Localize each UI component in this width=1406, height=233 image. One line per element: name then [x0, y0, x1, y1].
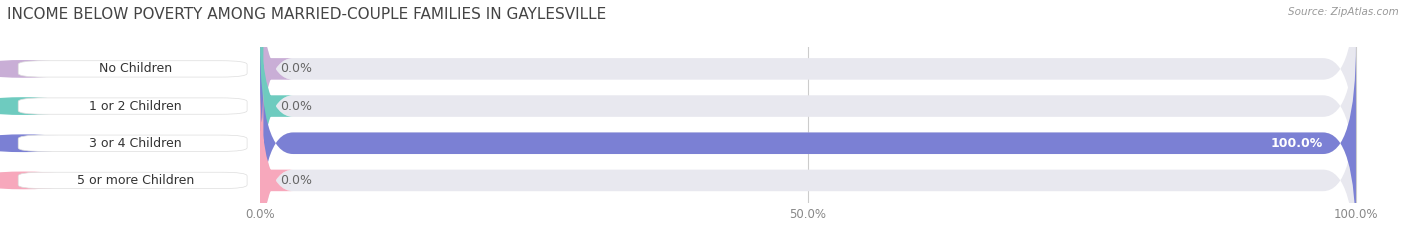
Text: 100.0%: 100.0%: [1271, 137, 1323, 150]
FancyBboxPatch shape: [260, 0, 1355, 170]
FancyBboxPatch shape: [18, 98, 247, 114]
Text: 0.0%: 0.0%: [280, 174, 312, 187]
Text: INCOME BELOW POVERTY AMONG MARRIED-COUPLE FAMILIES IN GAYLESVILLE: INCOME BELOW POVERTY AMONG MARRIED-COUPL…: [7, 7, 606, 22]
FancyBboxPatch shape: [260, 42, 1355, 233]
FancyBboxPatch shape: [18, 172, 247, 188]
FancyBboxPatch shape: [231, 5, 292, 207]
Text: 1 or 2 Children: 1 or 2 Children: [89, 99, 181, 113]
FancyBboxPatch shape: [260, 42, 1355, 233]
Circle shape: [0, 172, 80, 188]
Text: 3 or 4 Children: 3 or 4 Children: [89, 137, 181, 150]
Text: Source: ZipAtlas.com: Source: ZipAtlas.com: [1288, 7, 1399, 17]
Text: 0.0%: 0.0%: [280, 62, 312, 75]
Circle shape: [0, 98, 80, 114]
Text: 5 or more Children: 5 or more Children: [77, 174, 194, 187]
FancyBboxPatch shape: [231, 0, 292, 170]
FancyBboxPatch shape: [18, 135, 247, 151]
Text: 0.0%: 0.0%: [280, 99, 312, 113]
FancyBboxPatch shape: [260, 80, 1355, 233]
Text: No Children: No Children: [98, 62, 172, 75]
FancyBboxPatch shape: [18, 61, 247, 77]
FancyBboxPatch shape: [260, 5, 1355, 207]
Circle shape: [0, 135, 80, 151]
FancyBboxPatch shape: [231, 80, 292, 233]
Circle shape: [0, 61, 80, 77]
